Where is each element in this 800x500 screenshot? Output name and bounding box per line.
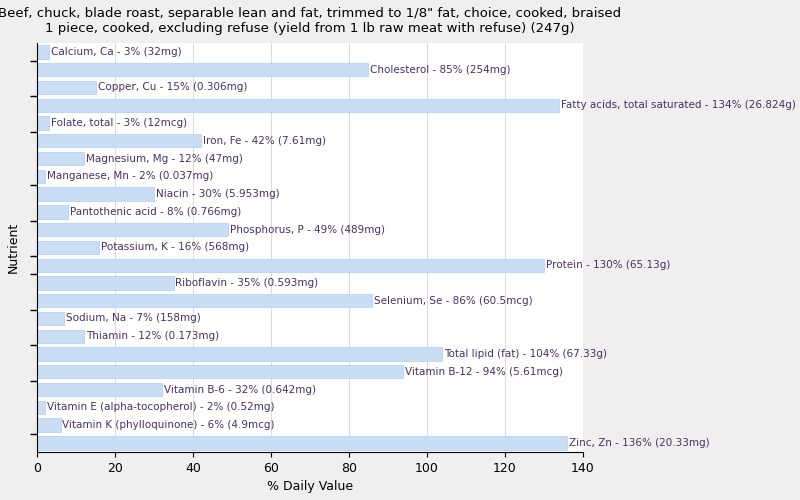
- Bar: [37, 258, 543, 272]
- Text: Magnesium, Mg - 12% (47mg): Magnesium, Mg - 12% (47mg): [86, 154, 242, 164]
- Bar: [37, 348, 442, 360]
- Text: Pantothenic acid - 8% (0.766mg): Pantothenic acid - 8% (0.766mg): [70, 207, 242, 217]
- Text: Vitamin E (alpha-tocopherol) - 2% (0.52mg): Vitamin E (alpha-tocopherol) - 2% (0.52m…: [47, 402, 274, 412]
- Bar: [37, 46, 49, 59]
- Bar: [37, 241, 99, 254]
- Bar: [37, 365, 403, 378]
- Bar: [37, 436, 567, 450]
- Text: Potassium, K - 16% (568mg): Potassium, K - 16% (568mg): [102, 242, 250, 252]
- Text: Total lipid (fat) - 104% (67.33g): Total lipid (fat) - 104% (67.33g): [444, 349, 607, 359]
- Bar: [37, 223, 228, 236]
- Text: Selenium, Se - 86% (60.5mcg): Selenium, Se - 86% (60.5mcg): [374, 296, 533, 306]
- Text: Thiamin - 12% (0.173mg): Thiamin - 12% (0.173mg): [86, 332, 219, 342]
- Text: Vitamin B-6 - 32% (0.642mg): Vitamin B-6 - 32% (0.642mg): [164, 384, 316, 394]
- Bar: [37, 294, 372, 308]
- Bar: [37, 98, 559, 112]
- Bar: [37, 81, 95, 94]
- Text: Copper, Cu - 15% (0.306mg): Copper, Cu - 15% (0.306mg): [98, 82, 247, 92]
- Bar: [37, 205, 68, 218]
- Text: Cholesterol - 85% (254mg): Cholesterol - 85% (254mg): [370, 64, 510, 74]
- Bar: [37, 170, 45, 183]
- Bar: [37, 116, 49, 130]
- Bar: [37, 330, 84, 343]
- Text: Manganese, Mn - 2% (0.037mg): Manganese, Mn - 2% (0.037mg): [47, 172, 213, 181]
- Bar: [37, 383, 162, 396]
- Text: Vitamin B-12 - 94% (5.61mcg): Vitamin B-12 - 94% (5.61mcg): [406, 367, 563, 377]
- Text: Calcium, Ca - 3% (32mg): Calcium, Ca - 3% (32mg): [51, 47, 182, 57]
- Text: Phosphorus, P - 49% (489mg): Phosphorus, P - 49% (489mg): [230, 224, 385, 234]
- Bar: [37, 418, 61, 432]
- Y-axis label: Nutrient: Nutrient: [7, 222, 20, 273]
- Text: Iron, Fe - 42% (7.61mg): Iron, Fe - 42% (7.61mg): [202, 136, 326, 146]
- Text: Zinc, Zn - 136% (20.33mg): Zinc, Zn - 136% (20.33mg): [569, 438, 710, 448]
- Text: Sodium, Na - 7% (158mg): Sodium, Na - 7% (158mg): [66, 314, 201, 324]
- Bar: [37, 134, 201, 147]
- Text: Fatty acids, total saturated - 134% (26.824g): Fatty acids, total saturated - 134% (26.…: [561, 100, 796, 110]
- Bar: [37, 188, 154, 201]
- Text: Protein - 130% (65.13g): Protein - 130% (65.13g): [546, 260, 670, 270]
- Text: Riboflavin - 35% (0.593mg): Riboflavin - 35% (0.593mg): [175, 278, 318, 288]
- X-axis label: % Daily Value: % Daily Value: [266, 480, 353, 493]
- Title: Beef, chuck, blade roast, separable lean and fat, trimmed to 1/8" fat, choice, c: Beef, chuck, blade roast, separable lean…: [0, 7, 622, 35]
- Bar: [37, 63, 368, 76]
- Text: Folate, total - 3% (12mcg): Folate, total - 3% (12mcg): [51, 118, 187, 128]
- Bar: [37, 312, 65, 325]
- Text: Vitamin K (phylloquinone) - 6% (4.9mcg): Vitamin K (phylloquinone) - 6% (4.9mcg): [62, 420, 275, 430]
- Bar: [37, 276, 174, 289]
- Bar: [37, 152, 84, 165]
- Bar: [37, 400, 45, 414]
- Text: Niacin - 30% (5.953mg): Niacin - 30% (5.953mg): [156, 189, 280, 199]
